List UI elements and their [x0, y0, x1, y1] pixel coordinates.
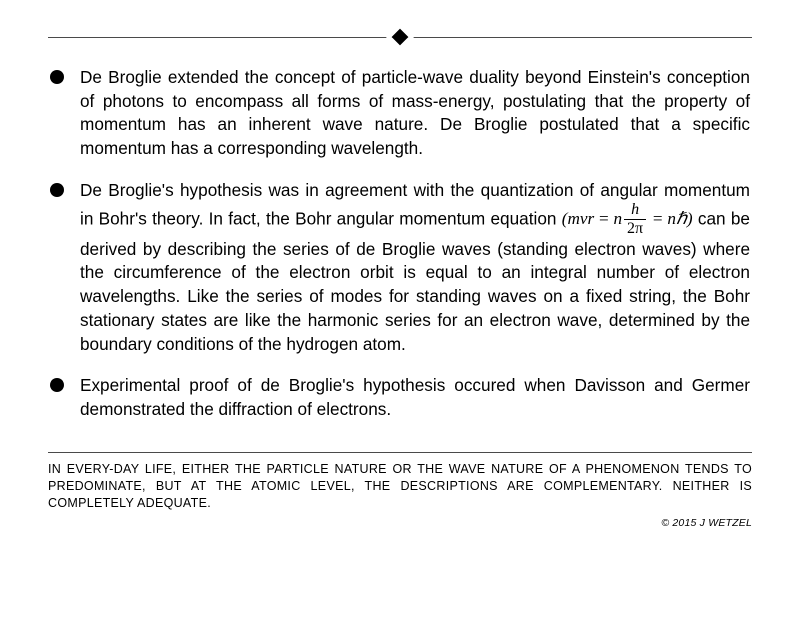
eq-eq2: =	[648, 209, 667, 228]
bullet-text-post: can be derived by describing the series …	[80, 208, 750, 353]
eq-frac-den: 2π	[624, 220, 646, 237]
equation: (mvr = nh2π = nℏ)	[562, 209, 693, 228]
eq-lhs: mvr	[567, 209, 594, 228]
divider-diamond-icon	[392, 29, 409, 46]
eq-frac-num: h	[624, 202, 646, 220]
eq-n: n	[613, 209, 622, 228]
eq-fraction: h2π	[624, 202, 646, 237]
copyright-text: © 2015 J WETZEL	[48, 517, 752, 529]
bullet-text: De Broglie extended the concept of parti…	[80, 67, 750, 158]
eq-eq1: =	[594, 209, 613, 228]
list-item: De Broglie extended the concept of parti…	[50, 66, 750, 161]
list-item: Experimental proof of de Broglie's hypot…	[50, 374, 750, 421]
top-divider	[48, 30, 752, 44]
eq-rhs: nℏ	[667, 209, 687, 228]
bullet-list: De Broglie extended the concept of parti…	[48, 66, 752, 422]
list-item: De Broglie's hypothesis was in agreement…	[50, 179, 750, 356]
bullet-text: Experimental proof of de Broglie's hypot…	[80, 375, 750, 419]
bottom-divider	[48, 452, 752, 453]
footnote-text: In every-day life, either the particle n…	[48, 461, 752, 512]
